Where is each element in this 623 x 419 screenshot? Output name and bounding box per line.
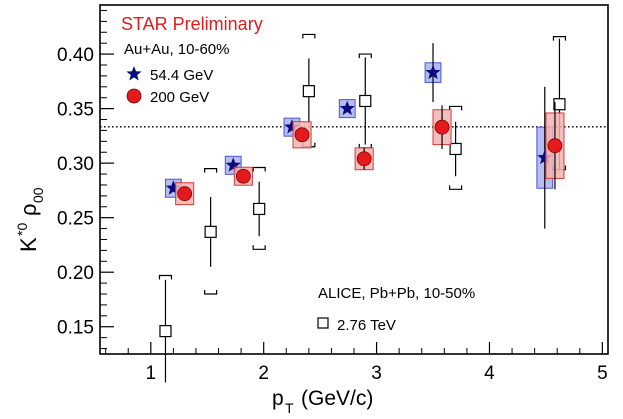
y-axis-title-sup: *0	[14, 223, 30, 236]
x-tick-label: 4	[484, 363, 495, 384]
star200-point	[354, 147, 374, 171]
alice-point	[204, 167, 218, 295]
star54-point	[424, 43, 442, 103]
series-star-54p4	[164, 43, 554, 229]
x-axis-title: p T (GeV/c)	[272, 387, 373, 416]
legend-entry-54p4: 54.4 GeV	[126, 66, 213, 84]
star-marker	[339, 100, 355, 116]
star-marker	[284, 119, 300, 134]
alice-sys-bracket-top	[158, 274, 173, 280]
y-tick-label: 0.20	[57, 263, 94, 284]
y-tick-label: 0.35	[57, 100, 94, 121]
x-tick-label: 1	[146, 363, 157, 384]
y-tick-label: 0.40	[57, 45, 94, 66]
alice-open-square-marker	[204, 225, 217, 238]
annotation-auau-system: Au+Au, 10-60%	[124, 41, 230, 58]
alice-sys-bracket-top	[358, 53, 372, 59]
legend-entry-200: 200 GeV	[126, 88, 209, 106]
alice-sys-bracket-top	[252, 166, 266, 172]
legend-star-icon	[126, 66, 142, 81]
x-axis-title-unit: (GeV/c)	[301, 387, 373, 410]
y-tick-label: 0.15	[57, 318, 94, 339]
star200-point	[233, 166, 253, 186]
alice-sys-bracket-bottom	[252, 245, 266, 250]
circle-marker	[235, 168, 251, 184]
x-tick-label: 2	[258, 363, 269, 384]
star-marker	[225, 157, 241, 172]
alice-point	[252, 166, 266, 250]
alice-sys-bracket-top	[204, 167, 218, 173]
star200-point	[545, 102, 565, 190]
legend-label-200: 200 GeV	[150, 89, 209, 106]
circle-marker	[294, 127, 310, 143]
star-marker	[165, 180, 181, 195]
circle-marker	[434, 119, 450, 135]
legend-label-2p76: 2.76 TeV	[337, 317, 396, 334]
star200-point	[432, 105, 452, 149]
annotation-alice-system: ALICE, Pb+Pb, 10-50%	[318, 285, 475, 302]
star200-point	[175, 182, 195, 206]
alice-open-square-marker	[449, 142, 462, 156]
alice-sys-bracket-top	[552, 36, 567, 41]
legend-circle-icon	[126, 88, 142, 104]
y-tick-label: 0.30	[57, 154, 94, 175]
alice-point	[358, 53, 372, 149]
legend-open-square-icon	[317, 317, 329, 329]
alice-sys-bracket-top	[302, 33, 316, 39]
alice-point	[449, 105, 463, 190]
alice-open-square-marker	[553, 98, 566, 111]
alice-open-square-marker	[302, 85, 315, 98]
legend-entry-2p76: 2.76 TeV	[317, 317, 396, 334]
alice-sys-bracket-bottom	[204, 290, 218, 295]
circle-marker	[547, 138, 563, 154]
series-star-200	[175, 102, 565, 206]
alice-open-square-marker	[253, 202, 266, 216]
circle-marker	[177, 186, 193, 202]
y-axis-title-rho: ρ	[16, 203, 41, 216]
x-axis-title-main: p	[272, 387, 284, 410]
alice-sys-bracket-top	[449, 105, 463, 111]
star-marker	[537, 149, 553, 165]
star54-point	[338, 99, 356, 119]
y-tick-label: 0.25	[57, 209, 94, 230]
alice-point	[158, 274, 173, 383]
legend-label-54p4: 54.4 GeV	[150, 67, 213, 84]
star-marker	[425, 64, 441, 80]
alice-sys-bracket-bottom	[449, 185, 463, 190]
x-tick-label: 3	[371, 363, 382, 384]
annotation-star-preliminary: STAR Preliminary	[121, 14, 263, 34]
x-tick-label: 5	[597, 363, 608, 384]
x-axis-title-sub: T	[285, 400, 294, 416]
axis-tick-labels: 1 2 3 4 5 0.15 0.20 0.25 0.30 0.35 0.40	[57, 45, 608, 384]
y-axis-title: K *0 ρ 00	[14, 187, 46, 252]
alice-open-square-marker	[159, 324, 172, 338]
star200-point	[292, 121, 312, 149]
circle-marker	[356, 151, 372, 167]
alice-open-square-marker	[359, 94, 372, 108]
y-axis-title-sub: 00	[30, 187, 46, 203]
y-axis-title-main: K	[16, 237, 41, 252]
axis-ticks	[100, 9, 603, 354]
